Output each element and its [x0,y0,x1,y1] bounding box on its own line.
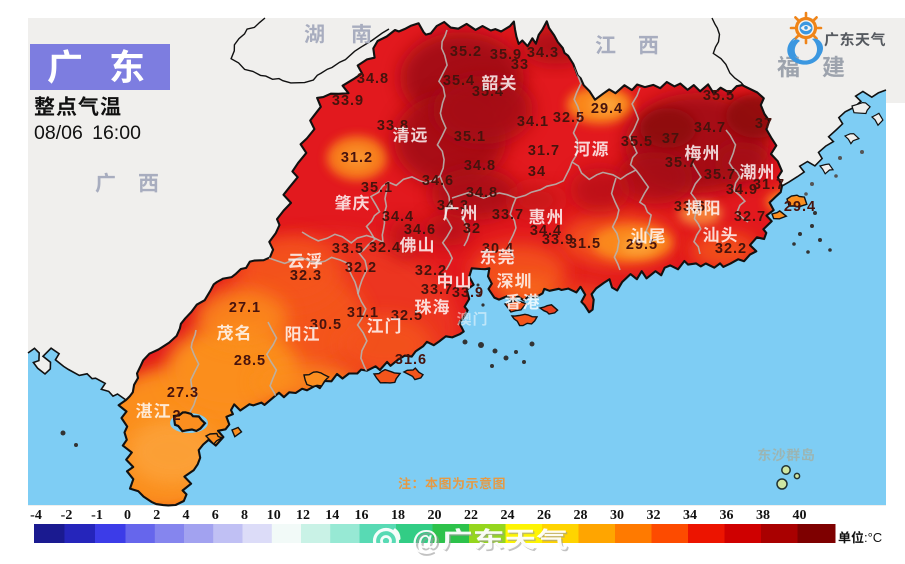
svg-text:30: 30 [610,508,624,523]
svg-text:27.3: 27.3 [167,385,199,401]
svg-text:8: 8 [241,508,248,523]
svg-text:31.7: 31.7 [753,177,785,193]
svg-text:30.5: 30.5 [310,317,342,333]
svg-text:-2: -2 [61,508,73,523]
svg-text:29.4: 29.4 [784,199,816,215]
svg-text:37: 37 [662,131,680,147]
svg-text:@: @ [415,528,441,558]
svg-text:32.4: 32.4 [369,240,401,256]
svg-text:2: 2 [153,508,160,523]
svg-text:34.9: 34.9 [726,182,758,198]
svg-text:-1: -1 [91,508,103,523]
svg-text:34.4: 34.4 [382,209,414,225]
svg-text:34.3: 34.3 [527,45,559,61]
svg-text:2: 2 [172,408,181,424]
svg-text:0: 0 [124,508,131,523]
svg-text:32.3: 32.3 [290,268,322,284]
svg-text:35.5: 35.5 [621,134,653,150]
svg-text:34.4: 34.4 [530,223,562,239]
svg-text:32.5: 32.5 [553,110,585,126]
svg-text:35.1: 35.1 [361,180,393,196]
svg-text:33.8: 33.8 [377,118,409,134]
svg-text:24: 24 [501,508,515,523]
svg-text:33.9: 33.9 [332,93,364,109]
svg-text:22: 22 [464,508,478,523]
svg-text:40: 40 [793,508,807,523]
svg-text:34.7: 34.7 [694,120,726,136]
svg-text:34: 34 [528,164,546,180]
svg-text:35.7: 35.7 [704,167,736,183]
svg-text:08/06 16:00: 08/06 16:00 [34,122,141,144]
svg-text:34.8: 34.8 [464,158,496,174]
svg-text:32.2: 32.2 [345,260,377,276]
svg-text:38: 38 [756,508,770,523]
svg-text:33.7: 33.7 [421,282,453,298]
svg-text:28: 28 [574,508,588,523]
svg-text:16: 16 [355,508,369,523]
svg-text:33.5: 33.5 [332,241,364,257]
svg-text:33.9: 33.9 [542,232,574,248]
svg-text:28.5: 28.5 [234,353,266,369]
svg-text:32.2: 32.2 [715,241,747,257]
svg-text:27.1: 27.1 [229,300,261,316]
svg-text:31.6: 31.6 [395,352,427,368]
svg-text:35.2: 35.2 [450,44,482,60]
svg-text:20: 20 [428,508,442,523]
svg-text:32: 32 [463,221,481,237]
svg-text:4: 4 [183,508,190,523]
svg-text:33.7: 33.7 [492,207,524,223]
svg-text:34.6: 34.6 [422,173,454,189]
svg-text:14: 14 [325,508,339,523]
svg-text:18: 18 [391,508,405,523]
svg-text:34.8: 34.8 [357,71,389,87]
svg-text:31.1: 31.1 [347,305,379,321]
svg-text:29.4: 29.4 [591,101,623,117]
svg-text:34.6: 34.6 [404,222,436,238]
svg-text:31.2: 31.2 [341,150,373,166]
svg-text:32.2: 32.2 [415,263,447,279]
svg-text:34.8: 34.8 [466,185,498,201]
svg-text:32.7: 32.7 [734,209,766,225]
svg-text:35.1: 35.1 [454,129,486,145]
svg-text:31.5: 31.5 [569,236,601,252]
svg-text:10: 10 [267,508,281,523]
svg-text:@: @ [412,525,438,555]
svg-text:32: 32 [647,508,661,523]
svg-text:26: 26 [537,508,551,523]
svg-text:35.9: 35.9 [490,47,522,63]
svg-text:6: 6 [212,508,219,523]
svg-text:34.1: 34.1 [517,114,549,130]
svg-text:31.7: 31.7 [528,143,560,159]
svg-text:34.3: 34.3 [437,198,469,214]
svg-text:12: 12 [296,508,310,523]
svg-text:-4: -4 [30,508,42,523]
svg-text:33: 33 [511,57,529,73]
svg-text:36: 36 [720,508,734,523]
svg-text:35.5: 35.5 [703,88,735,104]
svg-text:37: 37 [755,116,773,132]
svg-text:34: 34 [683,508,697,523]
svg-text::°C: :°C [864,530,882,545]
svg-text:33.9: 33.9 [452,285,484,301]
svg-text:35.4: 35.4 [443,73,475,89]
